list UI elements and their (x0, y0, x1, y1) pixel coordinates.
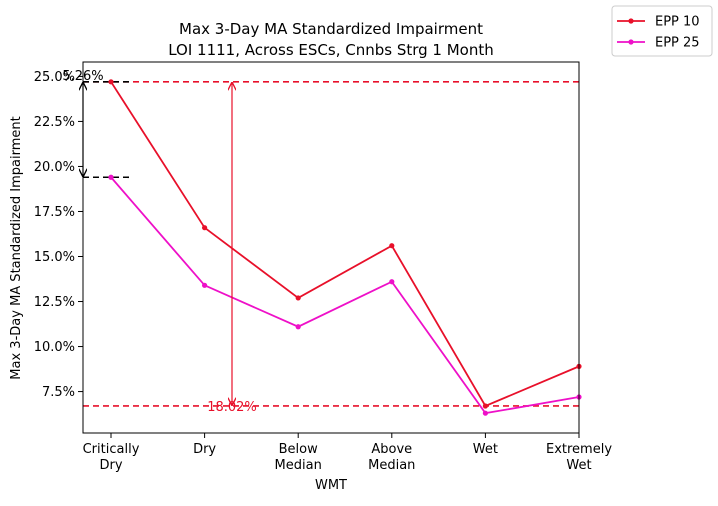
red-diff-label: 18.02% (207, 400, 257, 415)
series-0-point-3 (389, 243, 395, 249)
y-tick-label-2: 12.5% (34, 295, 75, 310)
legend-label-0: EPP 10 (655, 15, 700, 30)
y-tick-label-0: 7.5% (42, 385, 75, 400)
series-layer (108, 79, 582, 416)
x-tick-label-3-1: Median (368, 458, 415, 473)
x-axis-title: WMT (315, 478, 347, 493)
x-tick-label-2-1: Median (275, 458, 322, 473)
y-axis: 7.5% 10.0% 12.5% 15.0% 17.5% 20.0% 22.5% 25.0% (34, 70, 83, 400)
series-1-point-2 (295, 324, 301, 330)
chart-title-line-2: LOI 1111, Across ESCs, Cnnbs Strg 1 Mont… (168, 41, 494, 59)
series-0-point-2 (295, 295, 301, 301)
x-tick-label-5-0: Extremely (546, 442, 612, 457)
y-tick-label-5: 20.0% (34, 160, 75, 175)
legend-marker-1 (628, 39, 634, 45)
x-tick-label-0-1: Dry (99, 458, 122, 473)
y-tick-label-4: 17.5% (34, 205, 75, 220)
x-tick-label-3-0: Above (371, 442, 412, 457)
x-tick-label-5-1: Wet (566, 458, 591, 473)
series-1-point-0 (108, 174, 114, 180)
y-tick-label-3: 15.0% (34, 250, 75, 265)
series-0-point-4 (482, 403, 488, 409)
plot-frame (82, 61, 580, 434)
legend-box (611, 5, 713, 57)
y-tick-label-1: 10.0% (34, 340, 75, 355)
annotation-layer: 5.26%18.02% (62, 69, 256, 415)
x-tick-label-2-0: Below (279, 442, 318, 457)
y-axis-title: Max 3-Day MA Standardized Impairment (9, 116, 24, 379)
reference-lines (83, 81, 579, 407)
series-line-1 (110, 176, 580, 415)
legend-label-1: EPP 25 (655, 36, 700, 51)
y-tick-label-6: 22.5% (34, 115, 75, 130)
chart-title-line-1: Max 3-Day MA Standardized Impairment (179, 20, 483, 38)
series-0-point-0 (108, 79, 114, 85)
x-tick-label-4-0: Wet (473, 442, 498, 457)
y-tick-label-7: 25.0% (34, 70, 75, 85)
series-line-0 (110, 81, 580, 408)
legend-marker-0 (628, 18, 634, 24)
series-1-point-4 (482, 410, 488, 416)
series-0-point-1 (202, 225, 208, 231)
legend: EPP 10 EPP 25 (611, 5, 713, 57)
x-tick-label-0-0: Critically (83, 442, 140, 457)
series-1-point-3 (389, 279, 395, 285)
series-1-point-1 (202, 282, 208, 288)
x-tick-label-1-0: Dry (193, 442, 216, 457)
